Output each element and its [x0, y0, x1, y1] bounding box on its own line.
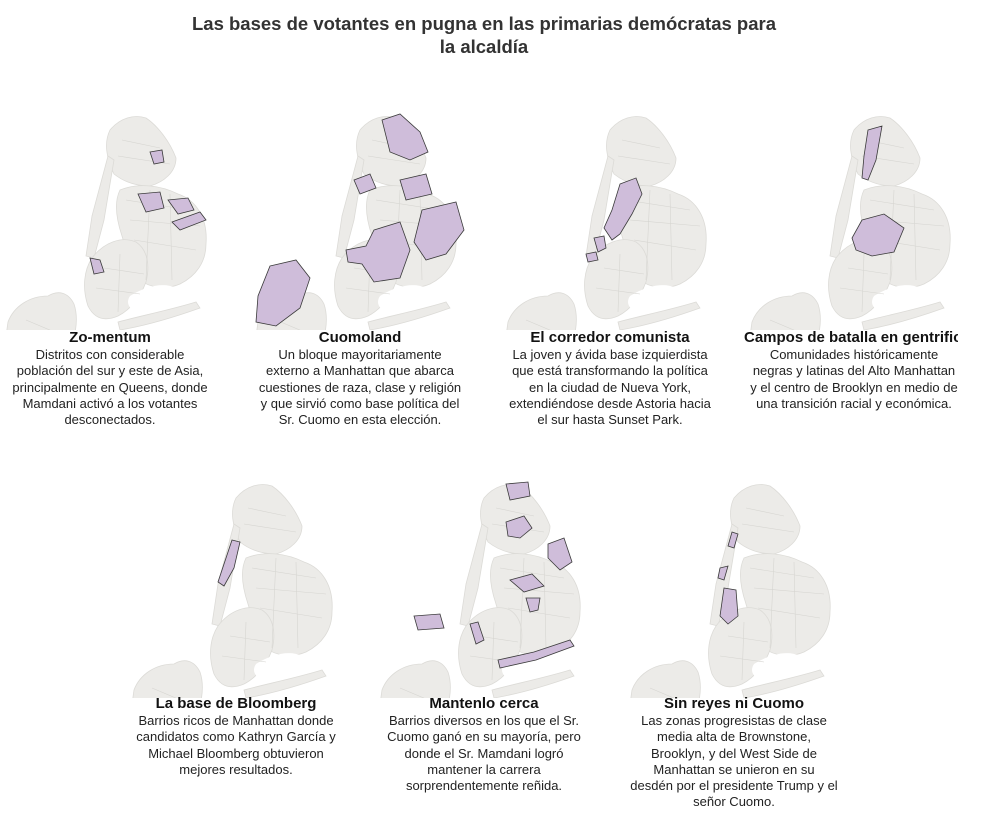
map-card-cuomoland: Cuomoland Un bloque mayoritariamente exte… [250, 90, 470, 440]
map-description: Las zonas progresistas de clase media alt… [630, 713, 838, 810]
map-card-campos-de-batalla: Campos de batalla en gentrificación Comu… [744, 90, 958, 440]
map-description: Barrios diversos en los que el Sr. Cuomo … [387, 713, 581, 794]
map-card-corredor-comunista: El corredor comunista La joven y ávida b… [500, 90, 720, 440]
nyc-map [254, 113, 465, 330]
map-description: Barrios ricos de Manhattan donde candidat… [136, 713, 336, 777]
map-description: Un bloque mayoritariamente externo a Manh… [258, 347, 462, 428]
map-heading: El corredor comunista [530, 329, 690, 346]
map-heading: Campos de batalla en gentrificación [744, 329, 958, 346]
map-card-sin-reyes: Sin reyes ni Cuomo Las zonas progresista… [624, 458, 844, 810]
map-card-base-bloomberg: La base de Bloomberg Barrios ricos de Ma… [126, 458, 346, 808]
nyc-map [628, 484, 831, 698]
nyc-map [504, 116, 707, 330]
map-heading: La base de Bloomberg [155, 695, 317, 712]
map-card-mantenlo-cerca: Mantenlo cerca Barrios diversos en los q… [374, 458, 594, 808]
nyc-map [748, 116, 951, 330]
map-description: Comunidades históricamente negras y latin… [750, 347, 958, 411]
nyc-map [378, 481, 581, 698]
nyc-map [130, 484, 333, 698]
map-heading: Cuomoland [318, 329, 402, 346]
map-description: Distritos con considerable población del … [12, 347, 208, 428]
map-card-zo-mentum: Zo-mentum Distritos con considerable pobl… [0, 90, 220, 440]
map-heading: Zo-mentum [69, 329, 151, 346]
map-heading: Mantenlo cerca [429, 695, 539, 712]
page-title: Las bases de votantes en pugna en las pr… [191, 13, 776, 57]
map-description: La joven y ávida base izquierdista que es… [509, 347, 711, 428]
nyc-map [4, 116, 207, 330]
map-heading: Sin reyes ni Cuomo [663, 695, 805, 712]
